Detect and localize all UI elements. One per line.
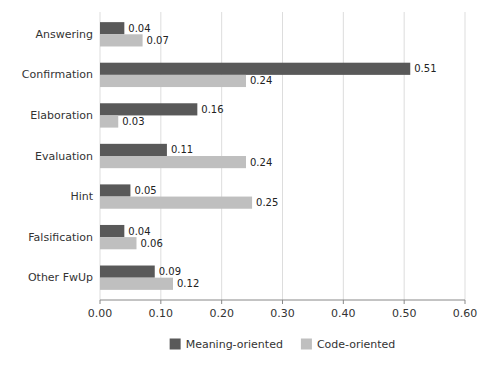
tick-mark	[343, 300, 344, 304]
category-label: Answering	[35, 28, 93, 41]
category-label: Evaluation	[35, 150, 93, 163]
data-label: 0.12	[177, 278, 199, 289]
bar	[100, 225, 124, 237]
data-labels: 0.04 0.51 0.16 0.11 0.05 0.04 0.09 0.07 0.24 0.03…	[122, 23, 436, 290]
tick-label: 0.40	[331, 307, 356, 320]
bar	[100, 156, 246, 168]
tick-mark	[404, 300, 405, 304]
chart: 0.00 0.10 0.20 0.30 0.40 0.50 0.60 Answering Con…	[0, 0, 500, 387]
legend-label: Meaning-oriented	[186, 338, 283, 351]
data-label: 0.05	[134, 185, 156, 196]
tick-mark	[100, 300, 101, 304]
legend-swatch	[301, 339, 312, 350]
tick-label: 0.20	[209, 307, 234, 320]
tick-mark	[160, 300, 161, 304]
bar	[100, 237, 137, 249]
data-label: 0.24	[250, 75, 272, 86]
legend-swatch	[170, 339, 181, 350]
data-label: 0.04	[128, 23, 150, 34]
category-label: Elaboration	[30, 109, 93, 122]
legend: Meaning-oriented Code-oriented	[170, 338, 396, 351]
data-label: 0.16	[201, 104, 223, 115]
data-label: 0.07	[147, 35, 169, 46]
grid-line	[404, 12, 405, 300]
data-label: 0.51	[414, 63, 436, 74]
tick-label: 0.60	[453, 307, 478, 320]
tick-mark	[221, 300, 222, 304]
bar	[100, 278, 173, 290]
tick-mark	[465, 300, 466, 304]
tick-label: 0.00	[88, 307, 113, 320]
tick-label: 0.50	[392, 307, 417, 320]
bars	[100, 22, 410, 290]
data-label: 0.24	[250, 157, 272, 168]
category-label: Falsification	[28, 231, 93, 244]
data-label: 0.11	[171, 144, 193, 155]
bar	[100, 184, 130, 196]
legend-item: Code-oriented	[301, 338, 395, 351]
bar	[100, 22, 124, 34]
grid-line	[343, 12, 344, 300]
bar	[100, 266, 155, 278]
grid	[100, 12, 465, 300]
data-label: 0.09	[159, 266, 181, 277]
tick-label: 0.30	[270, 307, 295, 320]
data-label: 0.06	[141, 238, 163, 249]
bar	[100, 34, 143, 46]
category-label: Other FwUp	[28, 271, 93, 284]
bar	[100, 144, 167, 156]
legend-item: Meaning-oriented	[170, 338, 283, 351]
bar	[100, 197, 252, 209]
bar	[100, 115, 118, 127]
legend-label: Code-oriented	[317, 338, 395, 351]
tick-mark	[282, 300, 283, 304]
grid-line	[282, 12, 283, 300]
grid-line	[465, 12, 466, 300]
bar	[100, 103, 197, 115]
data-label: 0.25	[256, 197, 278, 208]
category-label: Confirmation	[22, 68, 93, 81]
bar	[100, 63, 410, 75]
category-label: Hint	[70, 190, 93, 203]
bar	[100, 75, 246, 87]
data-label: 0.03	[122, 116, 144, 127]
tick-label: 0.10	[149, 307, 174, 320]
data-label: 0.04	[128, 226, 150, 237]
x-axis-line	[100, 300, 465, 301]
